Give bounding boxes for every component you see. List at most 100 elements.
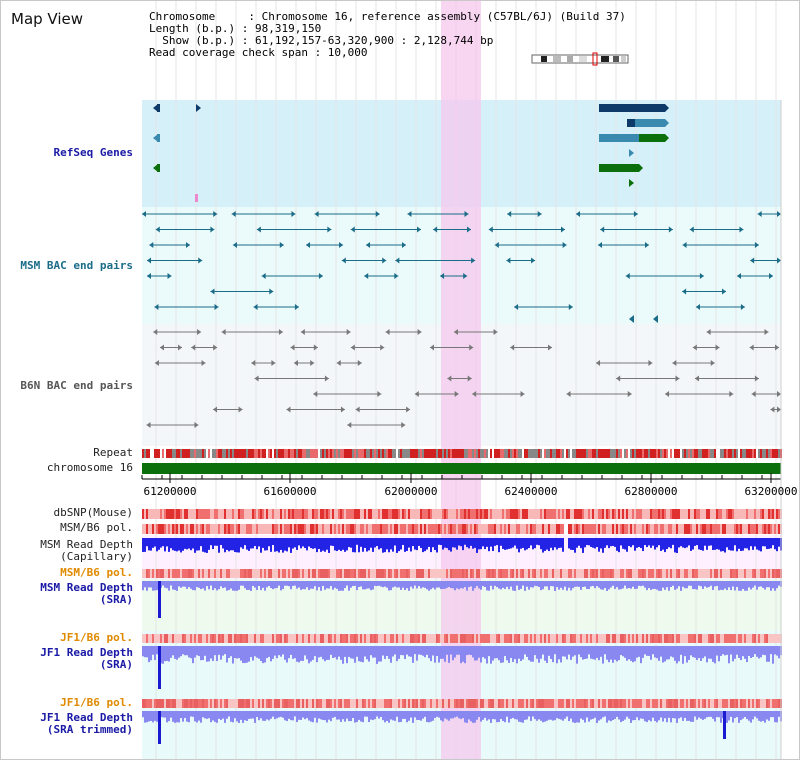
track-label-jf1-pol: JF1/B6 pol. xyxy=(60,631,133,644)
msm-pol-track xyxy=(142,524,782,534)
gene-marker xyxy=(153,164,158,172)
gene-marker xyxy=(629,149,634,157)
bac-end-marker xyxy=(600,226,605,233)
bac-end-marker xyxy=(238,406,243,413)
bac-end-marker xyxy=(341,257,346,264)
track-label-msm-depth-sra-sub: (SRA) xyxy=(99,593,133,606)
bac-end-marker xyxy=(414,391,419,397)
bac-end-marker xyxy=(347,422,352,428)
bac-end-marker xyxy=(185,242,190,248)
bac-end-marker xyxy=(625,273,630,279)
bac-end-marker xyxy=(520,391,525,397)
bac-end-marker xyxy=(469,344,474,351)
bac-end-marker xyxy=(210,288,215,295)
bac-end-marker xyxy=(318,273,323,279)
bac-end-marker xyxy=(672,360,677,366)
bac-end-marker xyxy=(777,257,781,264)
bac-end-marker xyxy=(339,242,344,248)
bac-end-marker xyxy=(406,406,411,413)
bac-end-marker xyxy=(350,344,355,351)
track-label-jf1-depth-sub: (SRA) xyxy=(99,658,133,671)
jf1-pol-track-2 xyxy=(142,699,782,708)
bac-end-marker xyxy=(324,375,329,382)
b6n-bac-pairs xyxy=(146,329,781,428)
bac-end-marker xyxy=(576,211,581,217)
bac-end-marker xyxy=(375,211,380,217)
bac-end-marker xyxy=(463,273,468,279)
bac-end-marker xyxy=(777,391,781,397)
bac-end-marker xyxy=(751,391,756,397)
bac-end-marker xyxy=(769,273,774,279)
bac-end-marker xyxy=(291,211,296,217)
repeat-track xyxy=(142,449,782,458)
msm-pol-track-2 xyxy=(142,569,782,578)
bac-end-marker xyxy=(471,257,476,264)
bac-end-marker xyxy=(699,273,704,279)
bac-end-marker xyxy=(695,304,700,310)
bac-end-marker xyxy=(417,329,422,335)
position-axis xyxy=(141,473,781,483)
bac-end-marker xyxy=(531,257,536,264)
bac-end-marker xyxy=(313,391,318,397)
bac-end-marker xyxy=(380,344,385,351)
gene-feature xyxy=(599,134,639,142)
bac-end-marker xyxy=(146,273,151,279)
bac-end-marker xyxy=(737,273,742,279)
axis-tick-label: 61200000 xyxy=(143,485,197,498)
bac-end-marker xyxy=(633,211,638,217)
track-label-dbsnp: dbSNP(Mouse) xyxy=(53,506,133,519)
bac-end-marker xyxy=(142,211,147,217)
bac-end-marker xyxy=(472,391,477,397)
bac-end-marker xyxy=(692,344,697,351)
bac-end-marker xyxy=(629,315,634,323)
bac-end-marker xyxy=(401,242,406,248)
bac-end-marker xyxy=(566,391,571,397)
bac-end-marker xyxy=(706,329,711,335)
highlight-region xyxy=(441,1,481,759)
bac-end-marker xyxy=(722,288,727,295)
track-label-b6n-bac[interactable]: B6N BAC end pairs xyxy=(20,379,133,392)
bac-end-marker xyxy=(177,344,182,351)
bac-end-marker xyxy=(254,375,259,382)
bac-end-marker xyxy=(382,257,387,264)
depth-spike xyxy=(158,646,161,689)
track-label-jf1-depth: JF1 Read Depth xyxy=(40,646,133,659)
bac-end-marker xyxy=(777,211,781,217)
track-label-msm-depth-sra: MSM Read Depth xyxy=(40,581,133,594)
track-label-msm-depth-cap-sub: (Capillary) xyxy=(60,550,133,563)
track-label-refseq[interactable]: RefSeq Genes xyxy=(53,146,133,159)
bac-end-marker xyxy=(310,360,315,366)
msm-bac-pairs xyxy=(142,211,781,310)
bac-end-marker xyxy=(729,391,734,397)
bac-end-marker xyxy=(740,304,745,310)
bac-end-marker xyxy=(493,329,498,335)
bac-end-marker xyxy=(251,360,256,366)
dbsnp-track xyxy=(142,509,782,519)
gene-marker xyxy=(195,194,198,202)
msm-depth-capillary xyxy=(142,538,782,553)
chromosome-bar xyxy=(142,463,781,474)
bac-end-marker xyxy=(440,273,445,279)
bac-end-marker xyxy=(167,273,172,279)
track-label-jf1-trim-sub: (SRA trimmed) xyxy=(46,723,133,736)
bac-end-marker xyxy=(568,304,573,310)
bac-end-marker xyxy=(253,304,258,310)
bac-end-marker xyxy=(401,422,406,428)
bac-end-marker xyxy=(694,375,699,382)
bac-end-marker xyxy=(407,211,412,217)
bac-end-marker xyxy=(394,273,399,279)
bac-end-marker xyxy=(300,329,305,335)
bac-end-marker xyxy=(191,344,196,351)
bac-end-marker xyxy=(739,226,744,233)
bac-end-marker xyxy=(149,242,154,248)
axis-tick-label: 62800000 xyxy=(624,485,678,498)
track-label-msm-bac[interactable]: MSM BAC end pairs xyxy=(20,259,133,272)
bac-end-marker xyxy=(314,211,319,217)
depth-spike xyxy=(158,581,161,618)
gene-marker xyxy=(196,104,201,112)
bac-end-marker xyxy=(466,226,471,233)
bac-end-marker xyxy=(596,360,601,366)
bac-end-marker xyxy=(385,329,390,335)
